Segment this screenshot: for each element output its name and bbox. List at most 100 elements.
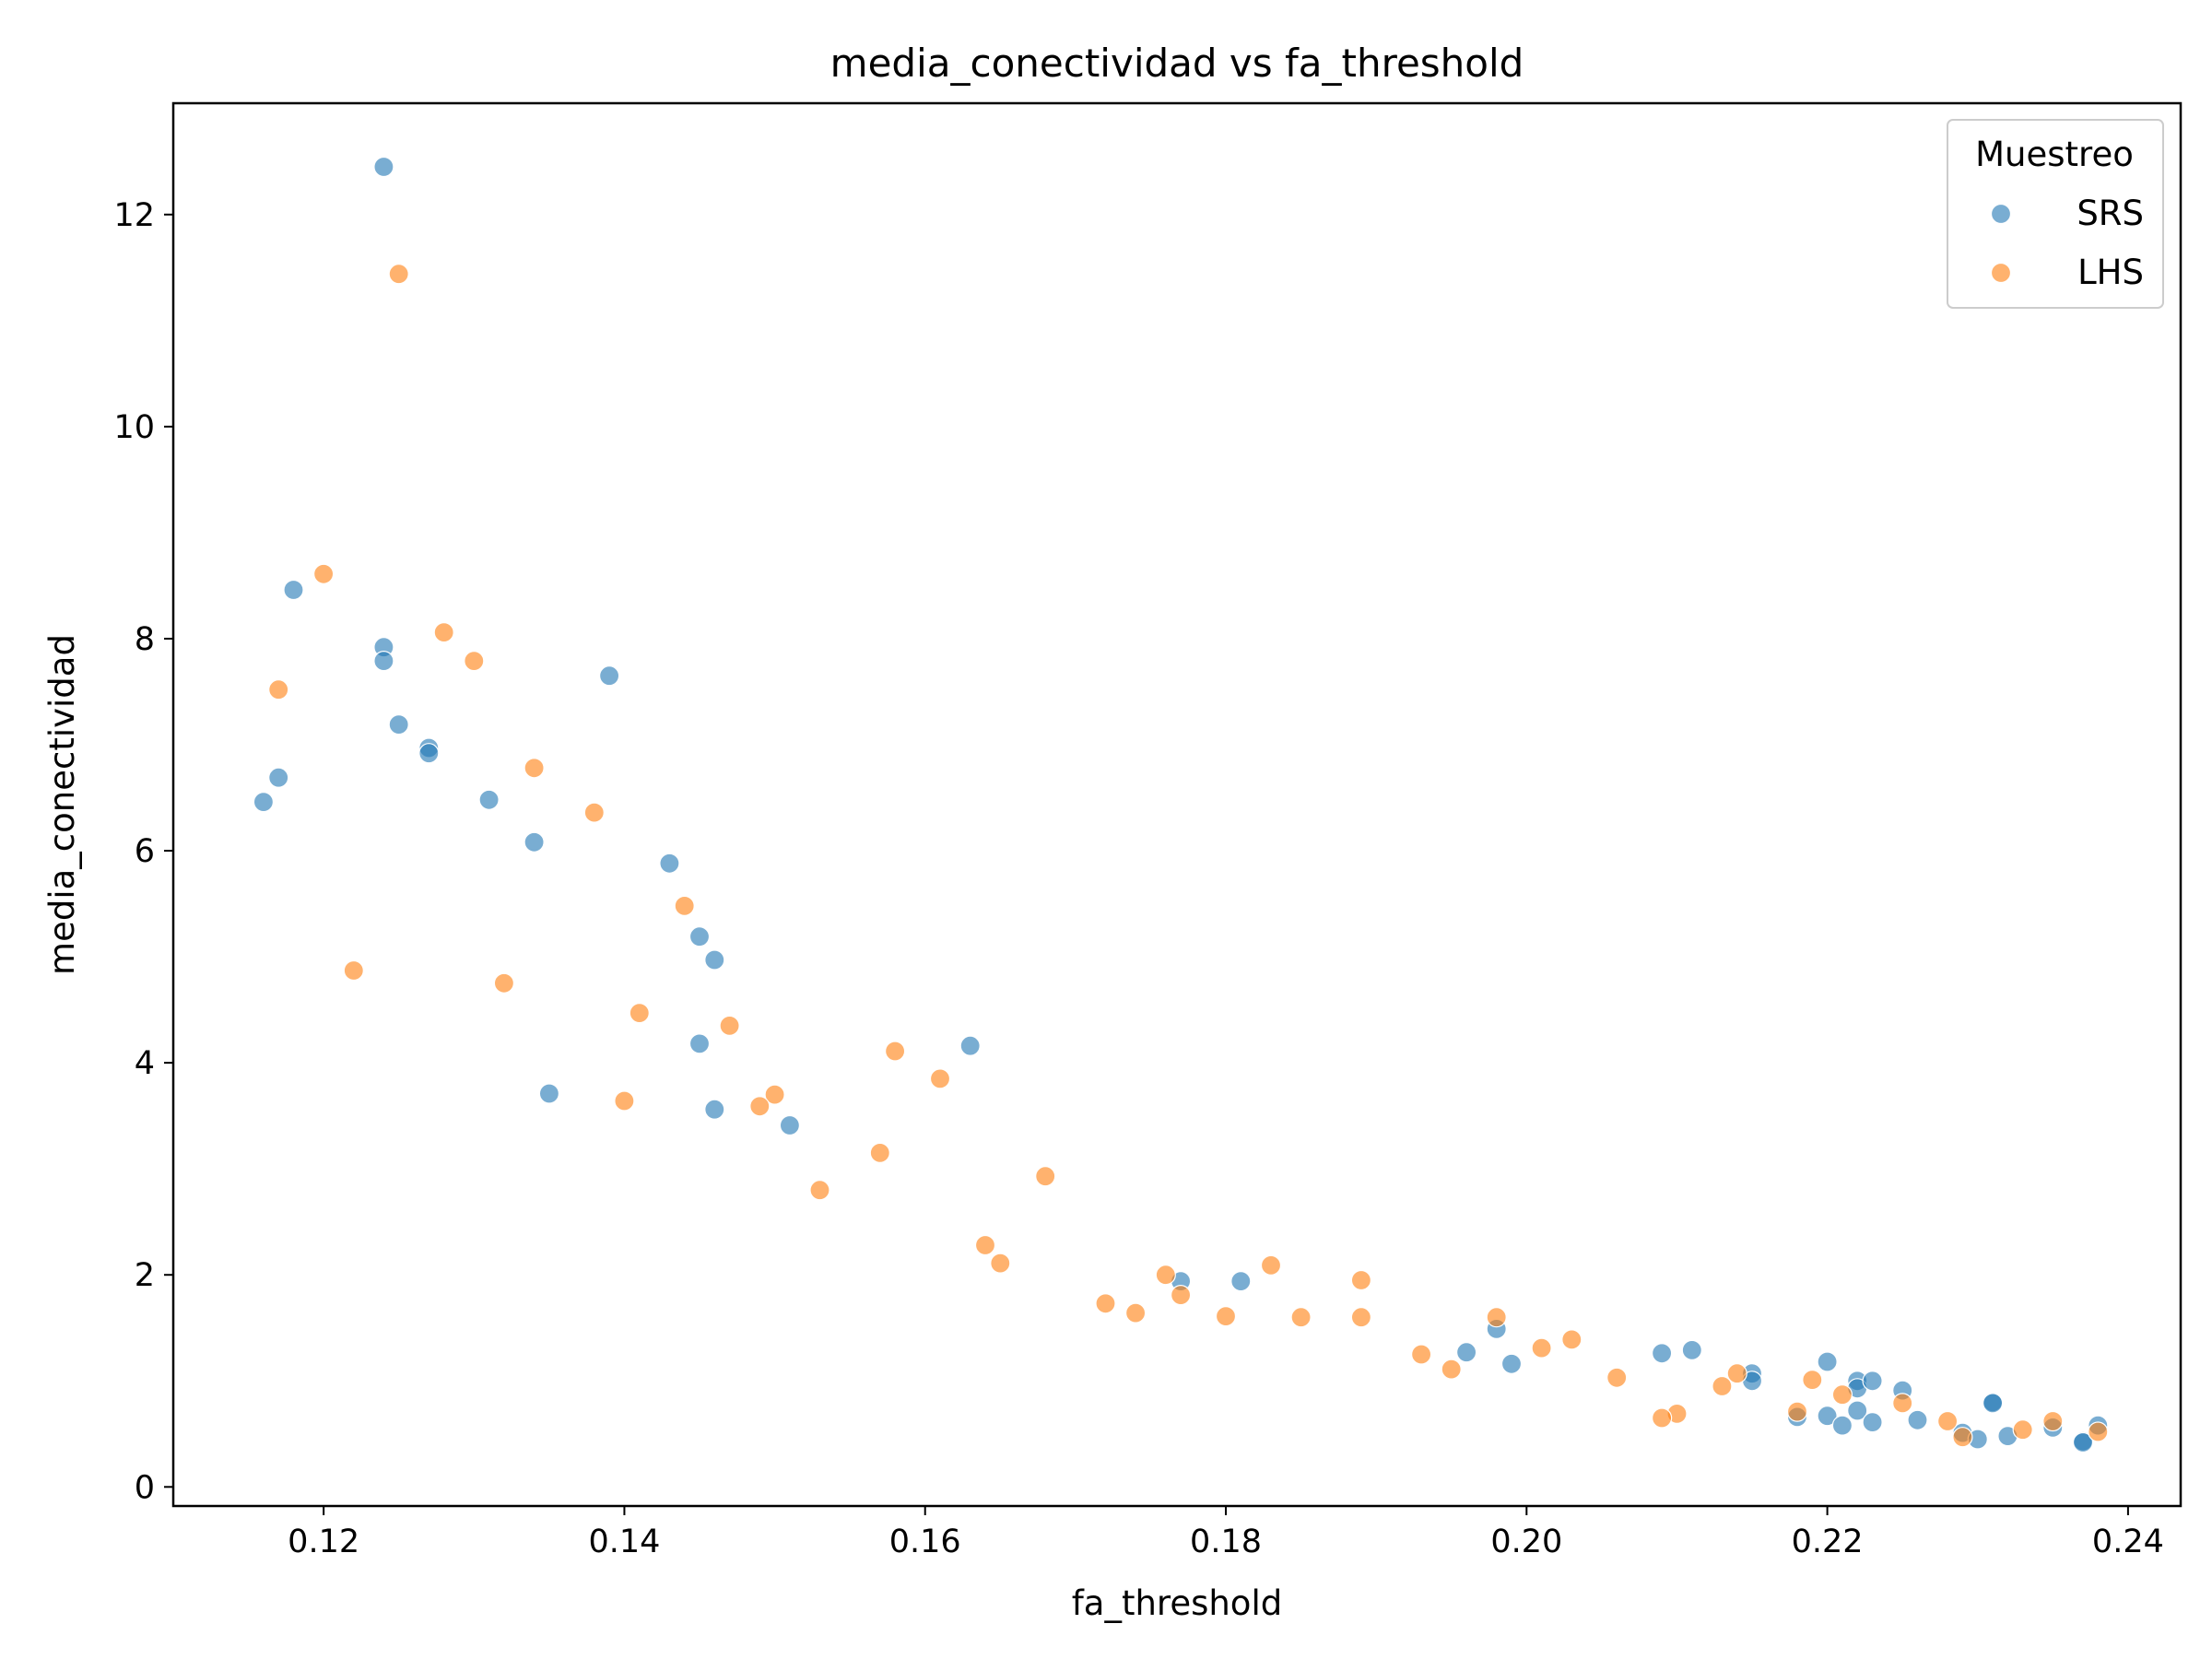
data-point-lhs-8: [343, 959, 364, 982]
data-point-lhs-27: [1124, 1302, 1147, 1324]
data-point-lhs-38: [1802, 1369, 1823, 1391]
data-point-srs-24: [1500, 1353, 1523, 1374]
data-point-lhs-35: [1441, 1359, 1462, 1380]
data-point-srs-7: [418, 743, 440, 764]
x-axis: 0.12 0.14 0.16 0.18 0.20 0.22 0.24: [288, 1506, 2164, 1560]
data-point-srs-15: [688, 1033, 711, 1054]
data-point-lhs-12: [884, 1041, 906, 1062]
y-axis: 0 2 4 6 8 10 12: [113, 197, 173, 1506]
data-point-lhs-34: [1410, 1344, 1432, 1365]
points-layer: [253, 156, 2109, 1453]
data-point-srs-14: [704, 949, 725, 971]
data-point-lhs-40: [1831, 1384, 1853, 1406]
data-point-lhs-18: [1035, 1166, 1056, 1187]
data-point-srs-1: [283, 579, 304, 601]
data-point-lhs-5: [524, 758, 545, 779]
data-point-srs-8: [268, 767, 289, 788]
legend-box: [1947, 119, 2164, 309]
data-point-lhs-39: [1712, 1375, 1733, 1397]
data-point-lhs-6: [583, 802, 605, 823]
legend-marker-lhs: [1990, 262, 2012, 284]
data-point-lhs-16: [749, 1096, 771, 1117]
data-point-lhs-26: [1095, 1293, 1116, 1314]
data-point-lhs-45: [1937, 1410, 1959, 1432]
data-point-srs-16: [959, 1035, 981, 1056]
data-point-lhs-1: [313, 563, 335, 584]
x-tick-label: 0.14: [588, 1524, 660, 1560]
legend-label-srs: SRS: [2077, 194, 2144, 233]
data-point-lhs-32: [1561, 1329, 1583, 1350]
data-point-srs-18: [704, 1099, 725, 1120]
data-point-srs-36: [1831, 1415, 1853, 1436]
data-point-lhs-20: [974, 1234, 996, 1256]
data-point-lhs-33: [1531, 1337, 1552, 1359]
data-point-lhs-11: [719, 1015, 740, 1037]
plot-area-frame: [171, 101, 2183, 1508]
data-point-lhs-9: [493, 972, 515, 994]
y-axis-label: media_conectividad: [42, 634, 82, 975]
data-point-lhs-44: [1651, 1407, 1673, 1429]
data-point-srs-0: [373, 156, 394, 178]
y-tick-label: 10: [113, 409, 155, 446]
data-point-lhs-25: [1170, 1284, 1192, 1306]
data-point-lhs-15: [614, 1090, 635, 1112]
data-point-lhs-19: [809, 1180, 830, 1201]
data-point-lhs-2: [433, 621, 454, 643]
data-point-srs-29: [1817, 1351, 1838, 1372]
data-point-lhs-24: [1350, 1269, 1372, 1291]
legend: Muestreo SRS LHS: [1947, 119, 2164, 309]
data-point-srs-12: [659, 853, 680, 874]
y-tick-label: 4: [135, 1045, 155, 1082]
y-tick-label: 8: [135, 621, 155, 658]
data-point-srs-4: [598, 665, 620, 687]
data-point-lhs-4: [268, 679, 289, 700]
data-point-srs-11: [524, 831, 545, 853]
data-point-lhs-41: [1892, 1393, 1913, 1414]
data-point-lhs-36: [1606, 1367, 1628, 1388]
x-tick-label: 0.22: [1792, 1524, 1864, 1560]
data-point-lhs-28: [1215, 1305, 1237, 1327]
x-axis-label: fa_threshold: [1072, 1583, 1282, 1623]
data-point-srs-39: [1907, 1409, 1928, 1430]
data-point-srs-9: [478, 789, 500, 810]
x-tick-label: 0.24: [2092, 1524, 2164, 1560]
data-point-lhs-48: [2088, 1421, 2109, 1442]
data-point-lhs-31: [1486, 1307, 1507, 1328]
data-point-srs-35: [1817, 1406, 1838, 1427]
data-point-lhs-29: [1290, 1307, 1312, 1328]
data-point-lhs-13: [929, 1068, 951, 1089]
data-point-srs-25: [1651, 1343, 1673, 1364]
data-point-lhs-30: [1350, 1307, 1372, 1328]
data-point-srs-26: [1681, 1339, 1702, 1361]
data-point-srs-21: [1230, 1270, 1252, 1292]
data-point-lhs-17: [869, 1142, 890, 1164]
data-point-lhs-7: [674, 895, 695, 917]
data-point-srs-10: [253, 791, 274, 813]
data-point-lhs-3: [464, 650, 485, 672]
data-point-lhs-21: [990, 1253, 1011, 1274]
data-point-lhs-22: [1260, 1254, 1282, 1277]
data-point-lhs-14: [764, 1084, 785, 1105]
data-point-srs-37: [1847, 1400, 1868, 1421]
y-tick-label: 2: [135, 1257, 155, 1294]
data-point-srs-5: [388, 713, 409, 735]
data-point-lhs-47: [2012, 1419, 2033, 1441]
data-point-srs-38: [1862, 1411, 1883, 1433]
x-tick-label: 0.16: [889, 1524, 961, 1560]
data-point-srs-23: [1455, 1342, 1477, 1363]
data-point-srs-17: [538, 1083, 560, 1104]
data-point-srs-47: [2072, 1431, 2094, 1453]
data-point-lhs-10: [629, 1002, 650, 1024]
x-tick-label: 0.12: [288, 1524, 359, 1560]
data-point-lhs-0: [388, 264, 409, 285]
x-tick-label: 0.18: [1190, 1524, 1262, 1560]
data-point-lhs-49: [1952, 1427, 1973, 1448]
data-point-lhs-23: [1155, 1265, 1176, 1286]
x-tick-label: 0.20: [1490, 1524, 1562, 1560]
data-point-lhs-42: [1786, 1401, 1808, 1422]
y-tick-label: 6: [135, 833, 155, 870]
data-point-srs-43: [1983, 1393, 2004, 1414]
data-point-srs-3: [373, 650, 394, 672]
